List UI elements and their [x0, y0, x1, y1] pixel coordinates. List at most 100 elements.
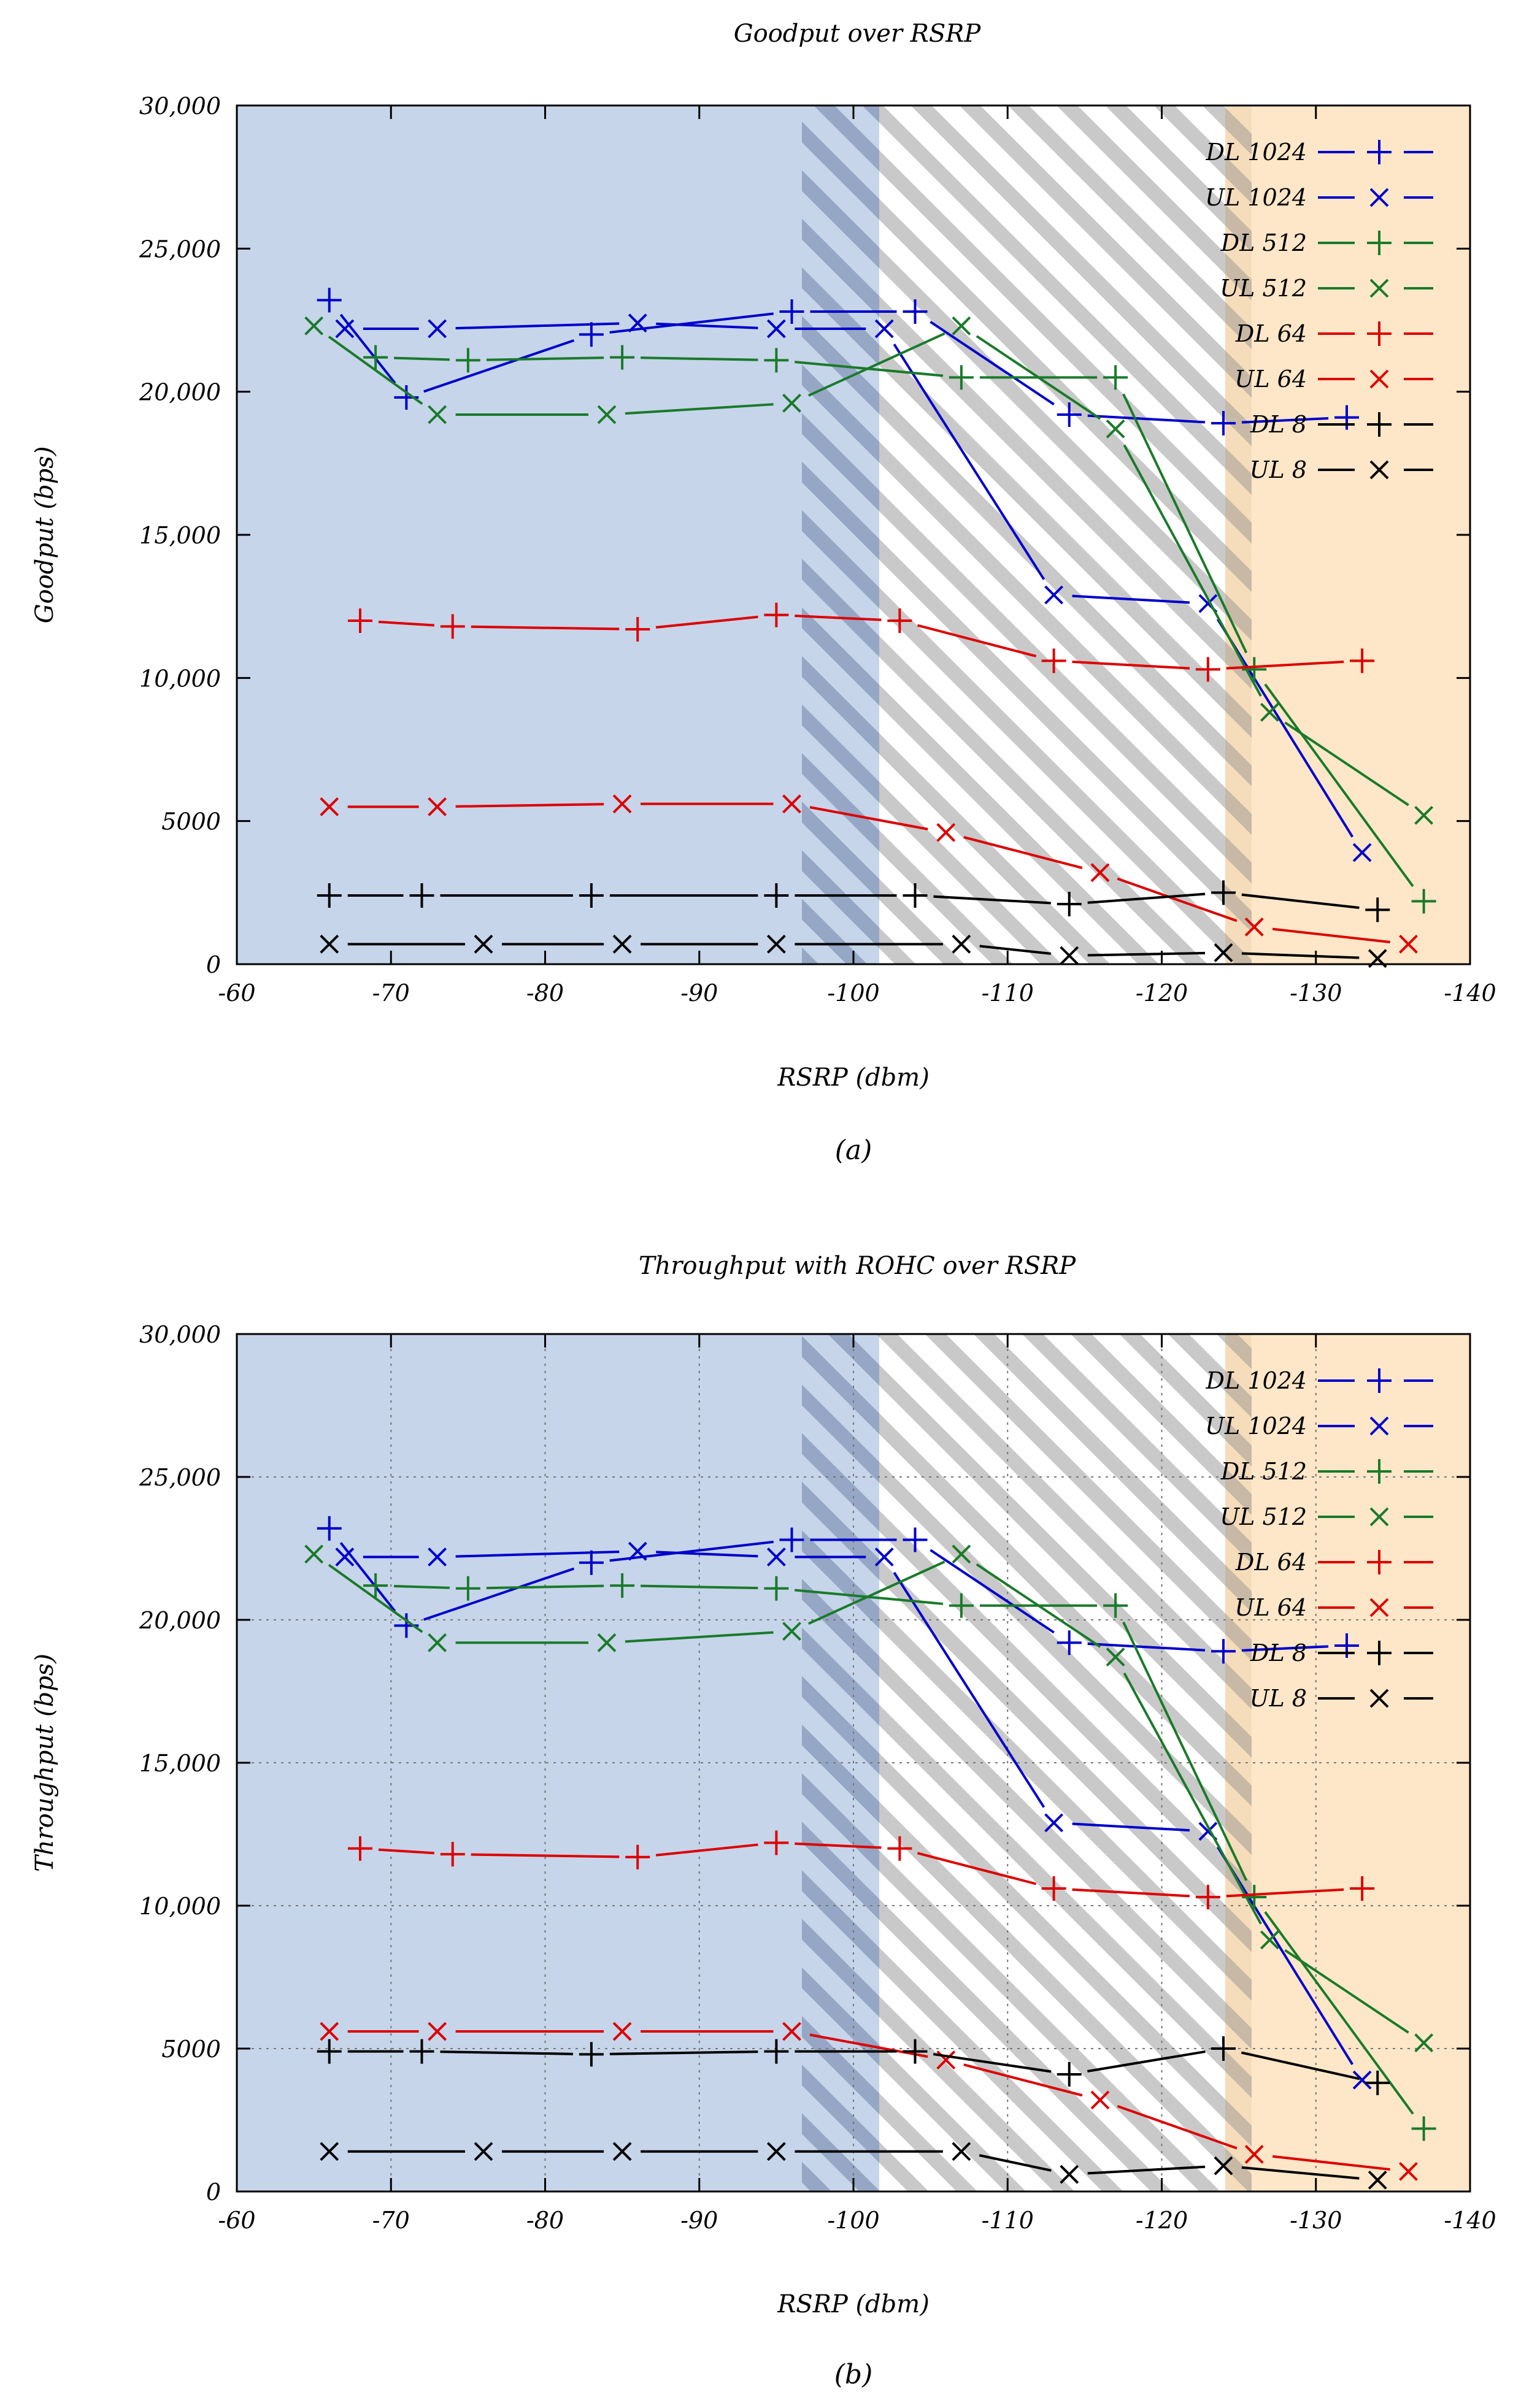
legend-marker	[1367, 1641, 1392, 1665]
marker-stroke	[612, 934, 632, 954]
chart-a-xlabel: RSRP (dbm)	[777, 1064, 930, 1092]
series-ul-64-segment	[1117, 877, 1238, 922]
marker-stroke	[320, 2022, 339, 2041]
chart-b-caption: (b)	[834, 2359, 873, 2390]
marker-stroke	[1090, 863, 1110, 883]
x-tick-label: -140	[1444, 2207, 1496, 2234]
series-dl-1024-point	[317, 1516, 342, 1541]
series-ul-512-point	[1260, 702, 1279, 722]
chart-a-regions	[237, 105, 1470, 964]
series-dl-8-segment	[440, 2050, 573, 2055]
marker-stroke	[952, 2142, 971, 2161]
series-ul-8-point	[1214, 2156, 1233, 2176]
chart-b-region-blue	[237, 1334, 802, 2191]
series-ul-8-point	[1368, 2170, 1387, 2190]
series-dl-64-segment	[795, 615, 882, 621]
legend-marker	[1367, 1550, 1392, 1574]
series-dl-8-point	[317, 2039, 342, 2064]
series-dl-64-segment	[471, 625, 620, 631]
series-dl-64-point	[625, 617, 650, 642]
series-dl-1024-segment	[339, 1542, 396, 1612]
marker-stroke	[1244, 917, 1264, 937]
x-tick-label: -90	[680, 2207, 718, 2234]
chart-a-region-orange	[1252, 105, 1470, 964]
series-ul-64-segment	[1272, 2155, 1390, 2171]
series-ul-64-point	[1244, 917, 1264, 937]
y-tick-label: 5000	[161, 2036, 221, 2063]
series-ul-8-point	[766, 934, 786, 954]
marker-stroke	[1198, 1822, 1218, 1841]
legend-item-dl-8: DL 8	[1250, 411, 1433, 438]
marker-stroke	[952, 1544, 971, 1564]
legend-label: UL 64	[1234, 1594, 1307, 1621]
series-ul-512-point	[428, 405, 447, 424]
series-ul-8-point	[474, 2142, 493, 2161]
series-dl-1024-segment	[423, 1567, 575, 1621]
series-ul-512-segment	[1123, 1672, 1262, 1925]
marker-stroke	[952, 934, 971, 954]
marker-stroke	[1369, 188, 1389, 207]
marker-stroke	[1369, 369, 1389, 389]
legend-label: DL 1024	[1206, 139, 1307, 166]
legend-marker	[1369, 1689, 1389, 1708]
marker-stroke	[597, 405, 617, 424]
legend-item-dl-1024: DL 1024	[1206, 139, 1433, 166]
marker-stroke	[628, 313, 647, 333]
marker-stroke	[1369, 460, 1389, 480]
series-dl-8-point	[1057, 2061, 1082, 2087]
marker-stroke	[335, 1547, 355, 1566]
series-dl-8-point	[1057, 892, 1082, 916]
series-ul-64-point	[428, 2022, 447, 2041]
legend-item-ul-64: UL 64	[1234, 1594, 1433, 1621]
series-dl-512-point	[363, 345, 388, 370]
legend-item-ul-8: UL 8	[1249, 456, 1433, 483]
series-ul-1024-segment	[1072, 1822, 1190, 1832]
series-dl-64-segment	[917, 1852, 1037, 1885]
series-dl-512-point	[764, 1576, 789, 1601]
series-ul-64-point	[1090, 2090, 1110, 2110]
chart-b-series	[304, 1516, 1436, 2190]
series-ul-64-point	[320, 797, 339, 816]
series-dl-8-point	[764, 883, 789, 908]
x-tick-label: -120	[1136, 980, 1188, 1007]
series-ul-8-segment	[979, 945, 1052, 955]
series-dl-1024-point	[579, 322, 604, 347]
series-dl-64-point	[1350, 648, 1375, 673]
series-dl-1024-segment	[1241, 417, 1329, 424]
series-dl-64-point	[348, 1836, 372, 1861]
series-ul-8-point	[1214, 943, 1233, 962]
series-dl-1024-point	[903, 299, 928, 324]
marker-stroke	[1260, 702, 1279, 722]
chart-a-caption: (a)	[835, 1135, 872, 1166]
series-dl-512-segment	[486, 356, 604, 361]
legend-label: DL 512	[1220, 229, 1307, 256]
series-ul-64-segment	[809, 806, 928, 830]
series-dl-8-point	[1211, 880, 1236, 905]
x-tick-label: -100	[827, 2207, 879, 2234]
series-ul-8-point	[1060, 946, 1079, 965]
series-ul-64	[320, 2022, 1418, 2181]
legend-label: DL 512	[1220, 1458, 1307, 1485]
x-tick-label: -80	[526, 2207, 564, 2234]
series-dl-1024-segment	[339, 313, 396, 384]
y-tick-label: 20,000	[139, 379, 221, 406]
marker-stroke	[766, 319, 786, 339]
legend-item-dl-8: DL 8	[1250, 1639, 1433, 1666]
series-dl-8-point	[1365, 897, 1390, 922]
series-dl-8-point	[409, 883, 434, 908]
x-tick-label: -110	[982, 980, 1034, 1007]
series-dl-8-point	[579, 2042, 604, 2067]
series-ul-1024-point	[874, 1547, 894, 1566]
chart-a-title: Goodput over RSRP	[734, 20, 982, 48]
series-dl-64-segment	[378, 620, 434, 627]
chart-a-legend: DL 1024 UL 1024 DL 512 UL 512 DL 64 UL 64 DL 8…	[1205, 139, 1433, 483]
legend-label: UL 512	[1220, 275, 1307, 302]
marker-stroke	[320, 797, 339, 816]
series-ul-512-segment	[625, 1631, 774, 1643]
series-dl-512-point	[455, 1576, 480, 1601]
chart-b-region-orange	[1252, 1334, 1470, 2191]
series-ul-512-point	[782, 1622, 801, 1641]
legend-marker	[1369, 1507, 1389, 1527]
x-tick-label: -110	[982, 2207, 1034, 2234]
marker-stroke	[1214, 943, 1233, 962]
